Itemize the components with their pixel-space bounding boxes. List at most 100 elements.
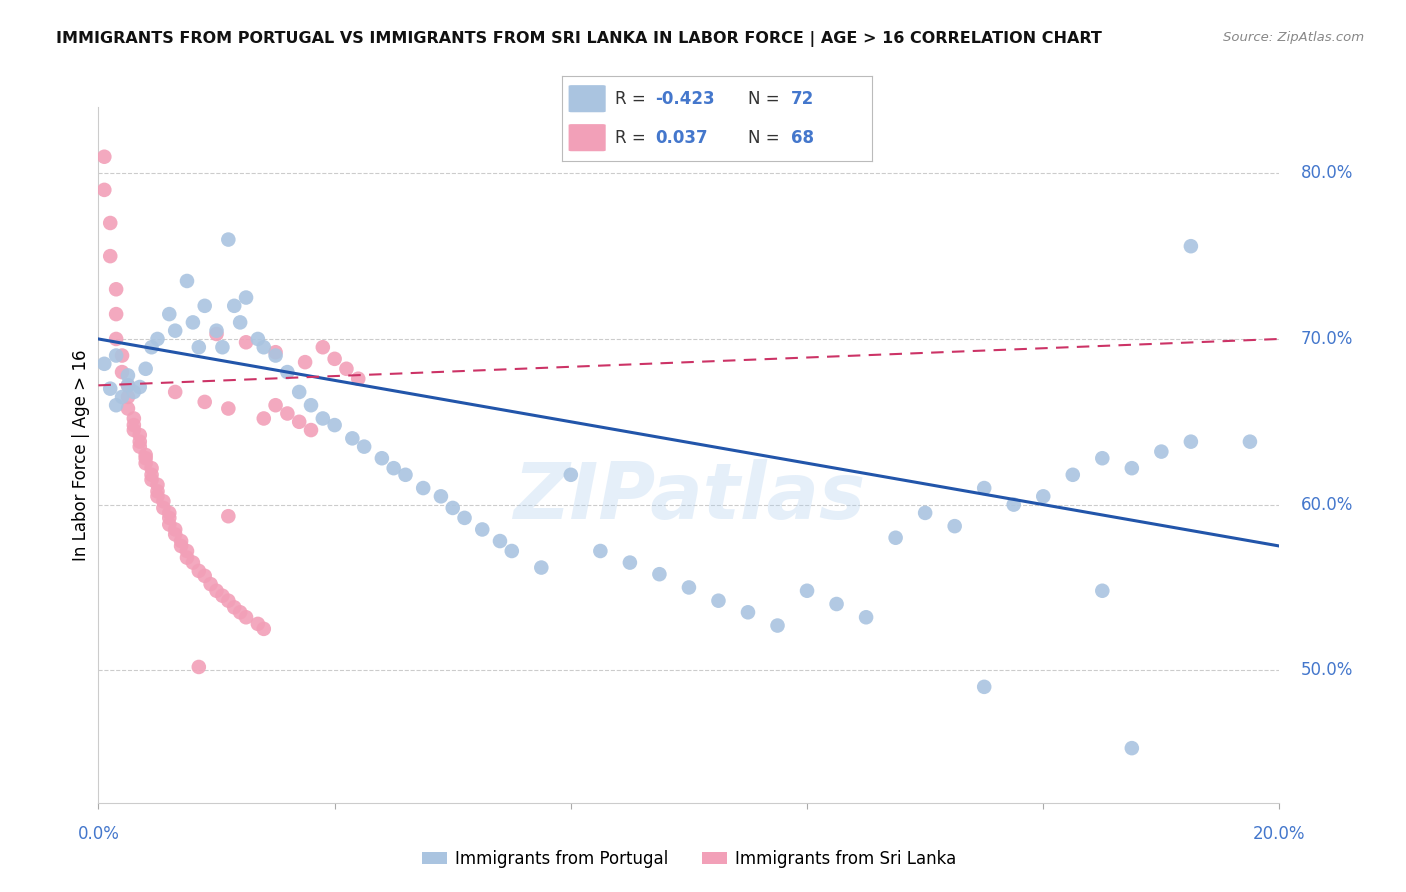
Point <box>93 150 115 164</box>
Point <box>382 461 405 475</box>
Point <box>371 451 394 466</box>
Point <box>855 610 877 624</box>
Point <box>211 340 233 354</box>
Point <box>914 506 936 520</box>
Point <box>105 349 128 363</box>
Text: ZIPatlas: ZIPatlas <box>513 458 865 534</box>
Point <box>117 390 139 404</box>
Point <box>276 407 298 421</box>
Point <box>342 431 364 445</box>
Point <box>1121 741 1143 756</box>
Text: -0.423: -0.423 <box>655 90 714 108</box>
Point <box>157 307 180 321</box>
Point <box>128 380 150 394</box>
Point <box>141 467 163 482</box>
Point <box>217 593 239 607</box>
Point <box>299 423 322 437</box>
Point <box>128 434 150 449</box>
Point <box>122 411 145 425</box>
Point <box>353 440 375 454</box>
Point <box>181 315 204 329</box>
Point <box>187 340 209 354</box>
Point <box>441 500 464 515</box>
Point <box>165 384 187 399</box>
Point <box>105 307 128 321</box>
Point <box>224 299 246 313</box>
Point <box>117 401 139 416</box>
Point <box>117 368 139 383</box>
Point <box>194 569 217 583</box>
Point <box>176 550 198 565</box>
Point <box>264 398 287 412</box>
Point <box>471 523 494 537</box>
Point <box>276 365 298 379</box>
Point <box>146 484 169 499</box>
Legend: Immigrants from Portugal, Immigrants from Sri Lanka: Immigrants from Portugal, Immigrants fro… <box>415 843 963 874</box>
Point <box>246 332 269 346</box>
Point <box>93 357 115 371</box>
Point <box>264 349 287 363</box>
Point <box>170 539 193 553</box>
Point <box>1180 434 1202 449</box>
Point <box>170 534 193 549</box>
Point <box>288 415 311 429</box>
Text: R =: R = <box>614 90 651 108</box>
Point <box>288 384 311 399</box>
Point <box>560 467 582 482</box>
Point <box>152 494 174 508</box>
Text: 80.0%: 80.0% <box>1301 164 1353 182</box>
Point <box>235 610 257 624</box>
Point <box>117 378 139 392</box>
Point <box>176 274 198 288</box>
Point <box>157 506 180 520</box>
Point <box>1062 467 1084 482</box>
FancyBboxPatch shape <box>568 85 606 112</box>
Point <box>229 315 252 329</box>
Point <box>98 249 121 263</box>
Point <box>141 461 163 475</box>
Point <box>111 365 134 379</box>
Point <box>589 544 612 558</box>
Point <box>157 517 180 532</box>
Point <box>217 233 239 247</box>
Point <box>105 332 128 346</box>
Point <box>707 593 730 607</box>
Point <box>453 511 475 525</box>
Point <box>194 395 217 409</box>
Point <box>1091 583 1114 598</box>
Point <box>737 605 759 619</box>
Point <box>135 456 157 470</box>
Point <box>122 418 145 433</box>
Point <box>796 583 818 598</box>
Point <box>412 481 434 495</box>
Point <box>264 345 287 359</box>
Point <box>98 382 121 396</box>
Point <box>217 401 239 416</box>
Point <box>111 390 134 404</box>
Text: Source: ZipAtlas.com: Source: ZipAtlas.com <box>1223 31 1364 45</box>
Point <box>825 597 848 611</box>
Point <box>176 544 198 558</box>
Point <box>111 349 134 363</box>
Point <box>312 340 335 354</box>
Point <box>1239 434 1261 449</box>
Point <box>211 589 233 603</box>
Point <box>194 299 217 313</box>
Text: 0.037: 0.037 <box>655 128 707 146</box>
Point <box>235 335 257 350</box>
Text: IMMIGRANTS FROM PORTUGAL VS IMMIGRANTS FROM SRI LANKA IN LABOR FORCE | AGE > 16 : IMMIGRANTS FROM PORTUGAL VS IMMIGRANTS F… <box>56 31 1102 47</box>
Point <box>1002 498 1025 512</box>
Point <box>1091 451 1114 466</box>
Point <box>146 332 169 346</box>
Point <box>146 477 169 491</box>
Point <box>619 556 641 570</box>
Point <box>105 398 128 412</box>
Point <box>943 519 966 533</box>
Point <box>235 291 257 305</box>
Point <box>489 534 512 549</box>
Text: N =: N = <box>748 90 785 108</box>
Point <box>678 581 700 595</box>
Point <box>122 423 145 437</box>
Point <box>98 216 121 230</box>
Point <box>884 531 907 545</box>
